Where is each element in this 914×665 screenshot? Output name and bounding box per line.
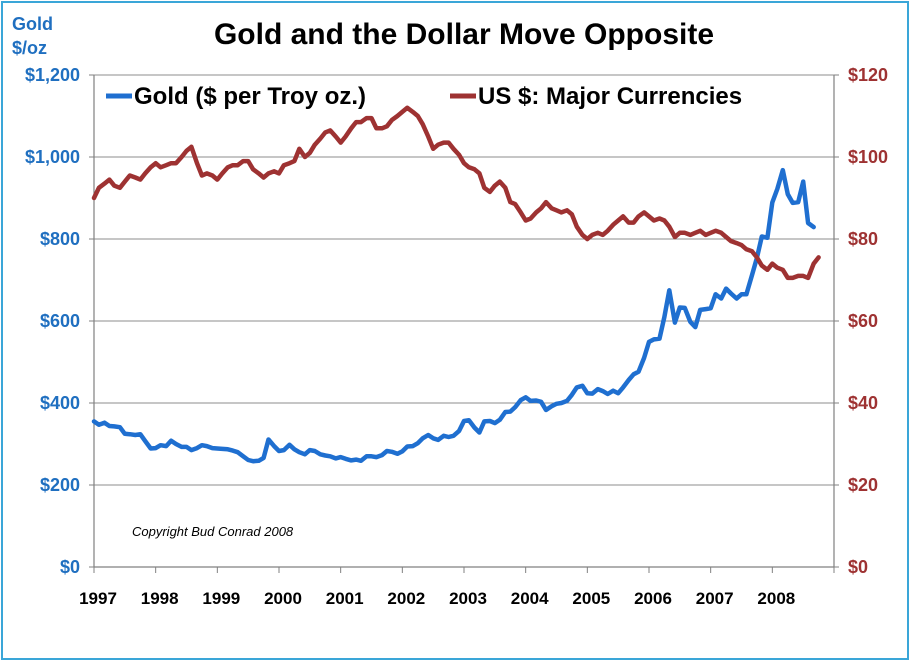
y-right-tick-label: $60	[848, 311, 878, 331]
tick-labels: $0 $0 $200 $20 $400 $40 $600 $60 $800 $80 $1,000 $1…	[25, 65, 888, 608]
copyright-annotation: Copyright Bud Conrad 2008	[132, 524, 294, 539]
series-line-gold	[91, 167, 816, 464]
x-tick-label: 2003	[449, 589, 487, 608]
x-tick-label: 2007	[696, 589, 734, 608]
y-right-tick-label: $120	[848, 65, 888, 85]
x-tick-label: 2005	[572, 589, 610, 608]
x-tick-label: 1999	[202, 589, 240, 608]
y-left-tick-label: $800	[40, 229, 80, 249]
axes	[89, 74, 839, 573]
y-left-title-line1: Gold	[12, 14, 53, 34]
x-tick-label: 1997	[79, 589, 117, 608]
y-left-tick-label: $1,000	[25, 147, 80, 167]
y-right-tick-label: $100	[848, 147, 888, 167]
y-right-tick-label: $20	[848, 475, 878, 495]
series-lines	[91, 105, 821, 464]
y-right-tick-label: $40	[848, 393, 878, 413]
x-tick-label: 2004	[511, 589, 549, 608]
legend-label-dollar: US $: Major Currencies	[478, 83, 742, 110]
series-line-dollar	[91, 105, 821, 281]
y-left-title-line2: $/oz	[12, 38, 47, 58]
legend: Gold ($ per Troy oz.) US $: Major Curren…	[106, 83, 742, 110]
gridlines	[94, 74, 834, 486]
x-tick-label: 2000	[264, 589, 302, 608]
x-tick-label: 2006	[634, 589, 672, 608]
y-left-tick-label: $600	[40, 311, 80, 331]
x-tick-label: 2008	[757, 589, 795, 608]
y-left-tick-label: $400	[40, 393, 80, 413]
y-right-tick-label: $80	[848, 229, 878, 249]
x-tick-label: 2002	[387, 589, 425, 608]
legend-label-gold: Gold ($ per Troy oz.)	[134, 83, 366, 110]
y-left-tick-label: $200	[40, 475, 80, 495]
x-tick-label: 1998	[141, 589, 179, 608]
y-left-tick-label: $1,200	[25, 65, 80, 85]
x-tick-label: 2001	[326, 589, 364, 608]
chart-title: Gold and the Dollar Move Opposite	[214, 18, 714, 51]
y-right-tick-label: $0	[848, 557, 868, 577]
y-left-tick-label: $0	[60, 557, 80, 577]
